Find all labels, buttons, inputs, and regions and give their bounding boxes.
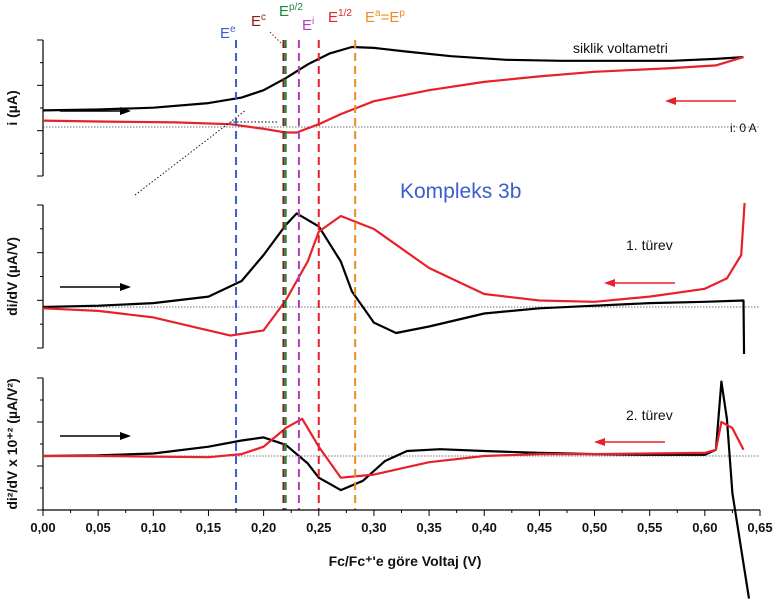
series-forward-line — [43, 212, 746, 354]
marker-label: Ec — [251, 12, 266, 30]
panel-label: 2. türev — [626, 407, 673, 423]
x-tick-label: 0,35 — [416, 520, 441, 535]
x-tick-label: 0,50 — [582, 520, 607, 535]
x-tick-label: 0,25 — [306, 520, 331, 535]
reverse-arrow — [604, 279, 675, 287]
marker-label: Ep/2 — [279, 2, 303, 20]
series-forward-line — [43, 45, 744, 112]
forward-arrow — [60, 283, 131, 291]
zero-label: i: 0 A — [730, 121, 757, 135]
tangent-line — [134, 109, 247, 196]
series-forward-line — [43, 380, 751, 599]
panel-1: i (µA) siklik voltametri i: 0 A — [4, 39, 760, 196]
y-axis-label: di/dV (µA/V) — [4, 237, 20, 316]
forward-arrow — [60, 432, 131, 440]
x-tick-label: 0,15 — [196, 520, 221, 535]
x-tick-label: 0,65 — [747, 520, 772, 535]
x-axis-label: Fc/Fc⁺'e göre Voltaj (V) — [329, 553, 482, 569]
reverse-arrow-head — [594, 438, 605, 446]
forward-arrow-head — [120, 283, 131, 291]
reverse-arrow — [665, 97, 736, 105]
series-reverse-line — [43, 56, 744, 134]
marker-label: Ee — [220, 24, 236, 42]
forward-arrow — [60, 107, 131, 115]
marker-label: Ei — [302, 16, 314, 34]
panel-label: 1. türev — [626, 237, 673, 253]
panel-label: siklik voltametri — [573, 40, 668, 56]
reverse-arrow-head — [604, 279, 615, 287]
ec-leader — [269, 31, 287, 49]
reverse-arrow — [594, 438, 665, 446]
x-tick-label: 0,05 — [85, 520, 110, 535]
marker-label: E1/2 — [328, 8, 352, 26]
series-reverse-line — [43, 202, 746, 337]
x-tick-label: 0,55 — [637, 520, 662, 535]
x-tick-label: 0,30 — [361, 520, 386, 535]
panel-3: di²/dV x 10⁺² (µA/V²) 2. türev — [4, 377, 760, 599]
chart-title: Kompleks 3b — [400, 180, 521, 203]
forward-arrow-head — [120, 432, 131, 440]
y-axis-label: i (µA) — [4, 90, 20, 125]
series-reverse-line — [43, 417, 745, 479]
x-tick-label: 0,40 — [472, 520, 497, 535]
x-tick-label: 0,00 — [30, 520, 55, 535]
x-tick-label: 0,20 — [251, 520, 276, 535]
panel-2: di/dV (µA/V) 1. türev — [4, 202, 760, 354]
reverse-arrow-head — [665, 97, 676, 105]
y-axis-label: di²/dV x 10⁺² (µA/V²) — [4, 378, 20, 509]
x-tick-label: 0,60 — [692, 520, 717, 535]
x-tick-label: 0,45 — [527, 520, 552, 535]
marker-label: Ea=Ep — [365, 8, 405, 26]
forward-arrow-head — [120, 107, 131, 115]
x-tick-label: 0,10 — [141, 520, 166, 535]
